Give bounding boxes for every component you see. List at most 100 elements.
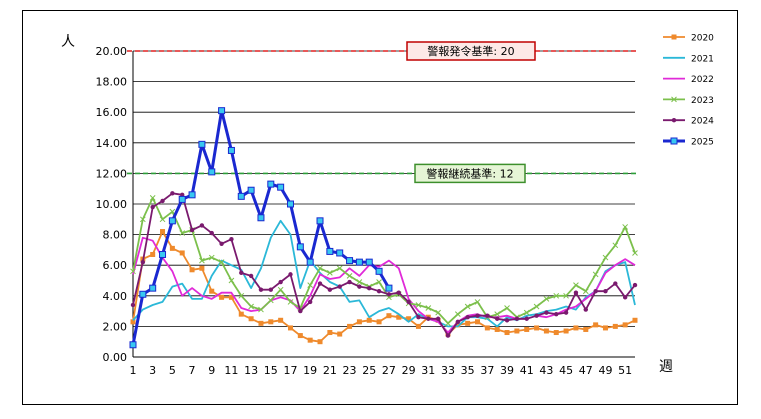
data-point-2024: [426, 316, 431, 321]
data-point-2020: [307, 337, 313, 343]
data-point-2023: [543, 296, 550, 302]
line-chart: 0.00 2.00 4.00 6.00 8.00 10.00 12.00 14.00 16.00…: [61, 34, 714, 378]
data-point-2024: [298, 308, 303, 314]
data-point-2020: [287, 325, 293, 331]
data-point-2020: [514, 328, 520, 334]
data-point-2024: [288, 272, 293, 277]
series-line-2024: [132, 192, 636, 337]
data-point-2024: [268, 287, 274, 292]
y-tick-label: 2.00: [103, 320, 128, 333]
data-point-2020: [534, 325, 540, 331]
data-point-2020: [317, 339, 323, 345]
x-tick-label: 7: [189, 364, 196, 377]
data-point-2024: [386, 292, 392, 297]
data-point-2024: [219, 241, 224, 246]
data-point-2020: [553, 330, 559, 336]
data-point-2024: [160, 198, 165, 204]
legend-label-2024: 2024: [691, 117, 714, 127]
x-tick-label: 31: [421, 364, 435, 377]
x-tick-label: 33: [441, 364, 455, 377]
data-point-2024: [475, 313, 480, 318]
data-point-2020: [612, 323, 618, 329]
data-point-2024: [445, 333, 451, 338]
threshold-label-box: [406, 41, 536, 61]
threshold-label-box: [414, 163, 526, 184]
data-point-2023: [494, 311, 501, 318]
data-point-2020: [130, 319, 136, 325]
y-axis-label: 人: [61, 34, 75, 50]
data-point-2024: [170, 191, 175, 196]
data-point-2020: [327, 330, 333, 336]
data-point-2023: [602, 254, 609, 261]
x-tick-label: 29: [402, 364, 416, 377]
data-point-2024: [239, 270, 244, 276]
data-point-2023: [149, 195, 156, 201]
data-point-2020: [268, 319, 274, 325]
data-point-2025: [237, 192, 245, 200]
data-point-2023: [346, 273, 353, 279]
data-point-2023: [376, 279, 382, 285]
data-point-2023: [208, 254, 215, 261]
y-tick-label: 18.00: [96, 76, 128, 89]
data-point-2023: [622, 224, 629, 230]
data-point-2020: [583, 326, 589, 332]
data-point-2025: [129, 341, 137, 349]
data-point-2023: [327, 269, 333, 276]
data-point-2023: [582, 288, 589, 295]
legend-marker-2023: [671, 96, 677, 103]
data-point-2024: [406, 299, 411, 305]
legend-label-2020: 2020: [691, 34, 714, 44]
data-point-2023: [533, 303, 540, 310]
data-point-2024: [485, 313, 490, 318]
x-tick-label: 19: [303, 364, 317, 377]
series-line-2021: [132, 219, 636, 328]
x-tick-label: 41: [520, 364, 534, 377]
x-tick-label: 51: [618, 364, 632, 377]
x-tick-label: 35: [461, 364, 475, 377]
data-point-2020: [169, 245, 175, 251]
data-point-2020: [347, 323, 353, 329]
data-point-2024: [248, 273, 254, 279]
data-point-2023: [139, 216, 146, 223]
data-point-2023: [445, 320, 451, 327]
data-point-2020: [484, 325, 490, 331]
data-point-2020: [524, 326, 530, 332]
data-point-2025: [286, 200, 294, 208]
y-tick-label: 16.00: [96, 106, 128, 119]
data-point-2025: [385, 284, 393, 292]
data-point-2024: [229, 236, 234, 242]
data-point-2024: [534, 313, 539, 318]
data-point-2024: [593, 289, 598, 294]
data-point-2024: [544, 310, 549, 315]
data-point-2020: [563, 328, 569, 334]
data-point-2020: [465, 320, 471, 326]
y-tick-label: 0.00: [103, 351, 128, 364]
data-point-2023: [287, 299, 294, 305]
data-point-2025: [227, 146, 235, 154]
data-point-2024: [337, 284, 342, 289]
x-tick-label: 13: [244, 364, 258, 377]
data-point-2025: [149, 284, 157, 292]
data-point-2025: [188, 191, 196, 199]
data-point-2025: [247, 186, 255, 194]
y-tick-label: 10.00: [96, 198, 128, 211]
threshold-label: 警報継続基準: 12: [426, 166, 513, 180]
data-point-2024: [455, 319, 461, 325]
data-point-2025: [159, 250, 167, 258]
y-tick-label: 4.00: [103, 290, 128, 303]
data-point-2024: [317, 281, 323, 286]
data-point-2020: [199, 265, 205, 271]
x-tick-label: 47: [579, 364, 593, 377]
data-point-2020: [278, 317, 284, 323]
legend-label-2023: 2023: [691, 96, 714, 106]
legend-label-2022: 2022: [691, 75, 714, 85]
data-point-2024: [140, 259, 146, 265]
y-tick-label: 8.00: [103, 229, 128, 242]
data-point-2023: [258, 306, 264, 313]
data-point-2024: [150, 204, 155, 210]
data-point-2020: [366, 317, 372, 323]
data-point-2024: [189, 227, 195, 233]
data-point-2025: [218, 107, 226, 115]
data-point-2020: [160, 229, 166, 235]
data-point-2020: [543, 328, 549, 334]
